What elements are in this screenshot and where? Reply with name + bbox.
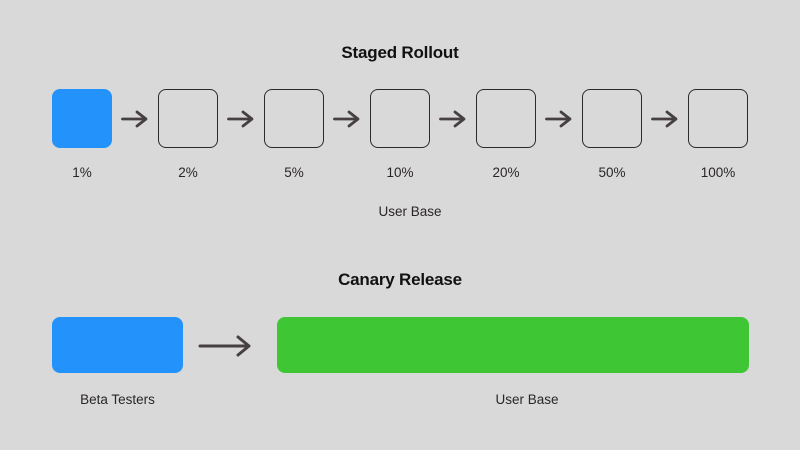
arrow-right-icon (651, 89, 679, 148)
stage-label: 20% (492, 165, 520, 180)
arrow-right-icon (545, 89, 573, 148)
stage-label: 5% (284, 165, 304, 180)
stage-square (582, 89, 642, 148)
arrow-right-icon (227, 89, 255, 148)
stage-1pct: 1% (52, 89, 112, 180)
user-base-label: User Base (495, 392, 559, 407)
staged-rollout-title: Staged Rollout (341, 43, 459, 62)
stage-square (688, 89, 748, 148)
stage-label: 100% (700, 165, 736, 180)
beta-testers-node (52, 317, 183, 373)
stage-label: 1% (72, 165, 92, 180)
stage-2pct: 2% (158, 89, 218, 180)
stage-square (370, 89, 430, 148)
arrow-right-icon (121, 89, 149, 148)
beta-testers-label: Beta Testers (80, 392, 155, 407)
stage-square (264, 89, 324, 148)
staged-rollout-caption: User Base (378, 204, 442, 219)
canary-release-title: Canary Release (338, 270, 462, 289)
stage-square-filled (52, 89, 112, 148)
arrow-right-icon (198, 333, 254, 364)
user-base-node (277, 317, 749, 373)
stage-10pct: 10% (370, 89, 430, 180)
staged-rollout-row: 1% 2% 5% (52, 89, 748, 180)
stage-square (476, 89, 536, 148)
stage-100pct: 100% (688, 89, 748, 180)
stage-5pct: 5% (264, 89, 324, 180)
stage-label: 2% (178, 165, 198, 180)
arrow-right-icon (439, 89, 467, 148)
stage-20pct: 20% (476, 89, 536, 180)
stage-label: 10% (386, 165, 414, 180)
arrow-right-icon (333, 89, 361, 148)
stage-50pct: 50% (582, 89, 642, 180)
stage-label: 50% (598, 165, 626, 180)
stage-square (158, 89, 218, 148)
